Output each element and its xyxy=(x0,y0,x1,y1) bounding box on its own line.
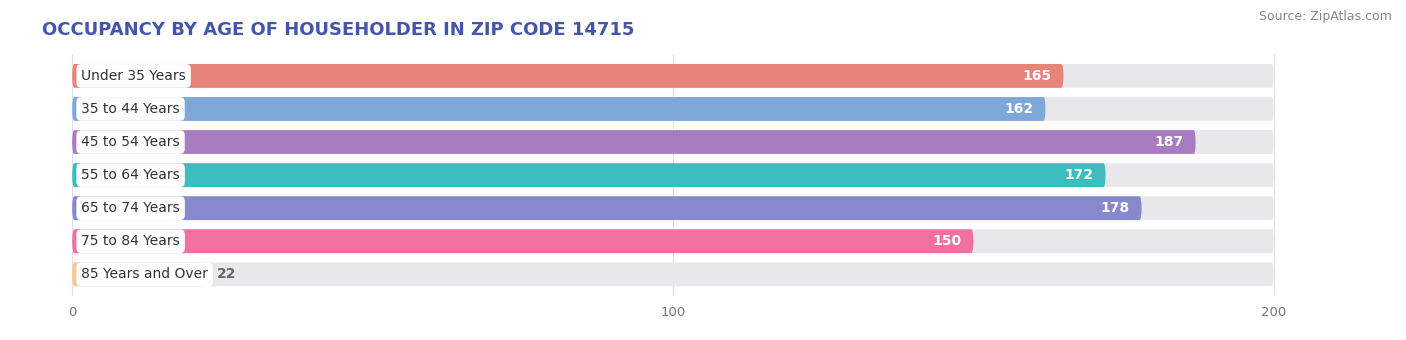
Text: 55 to 64 Years: 55 to 64 Years xyxy=(82,168,180,182)
FancyBboxPatch shape xyxy=(72,163,1274,187)
Text: 35 to 44 Years: 35 to 44 Years xyxy=(82,102,180,116)
Text: 85 Years and Over: 85 Years and Over xyxy=(82,267,208,281)
Text: 165: 165 xyxy=(1022,69,1052,83)
FancyBboxPatch shape xyxy=(72,97,1274,121)
Text: 172: 172 xyxy=(1064,168,1094,182)
Text: OCCUPANCY BY AGE OF HOUSEHOLDER IN ZIP CODE 14715: OCCUPANCY BY AGE OF HOUSEHOLDER IN ZIP C… xyxy=(42,21,634,39)
FancyBboxPatch shape xyxy=(72,196,1274,220)
FancyBboxPatch shape xyxy=(72,262,1274,286)
Text: 187: 187 xyxy=(1154,135,1184,149)
Text: Under 35 Years: Under 35 Years xyxy=(82,69,186,83)
FancyBboxPatch shape xyxy=(72,97,1046,121)
Text: 75 to 84 Years: 75 to 84 Years xyxy=(82,234,180,248)
FancyBboxPatch shape xyxy=(72,196,1142,220)
Text: Source: ZipAtlas.com: Source: ZipAtlas.com xyxy=(1258,10,1392,23)
Text: 45 to 54 Years: 45 to 54 Years xyxy=(82,135,180,149)
Text: 178: 178 xyxy=(1101,201,1129,215)
Text: 22: 22 xyxy=(217,267,236,281)
Text: 162: 162 xyxy=(1004,102,1033,116)
FancyBboxPatch shape xyxy=(72,230,973,253)
Text: 65 to 74 Years: 65 to 74 Years xyxy=(82,201,180,215)
FancyBboxPatch shape xyxy=(72,163,1105,187)
FancyBboxPatch shape xyxy=(72,130,1195,154)
FancyBboxPatch shape xyxy=(72,130,1274,154)
FancyBboxPatch shape xyxy=(72,230,1274,253)
Text: 150: 150 xyxy=(932,234,962,248)
FancyBboxPatch shape xyxy=(72,64,1063,88)
FancyBboxPatch shape xyxy=(72,64,1274,88)
FancyBboxPatch shape xyxy=(72,262,204,286)
